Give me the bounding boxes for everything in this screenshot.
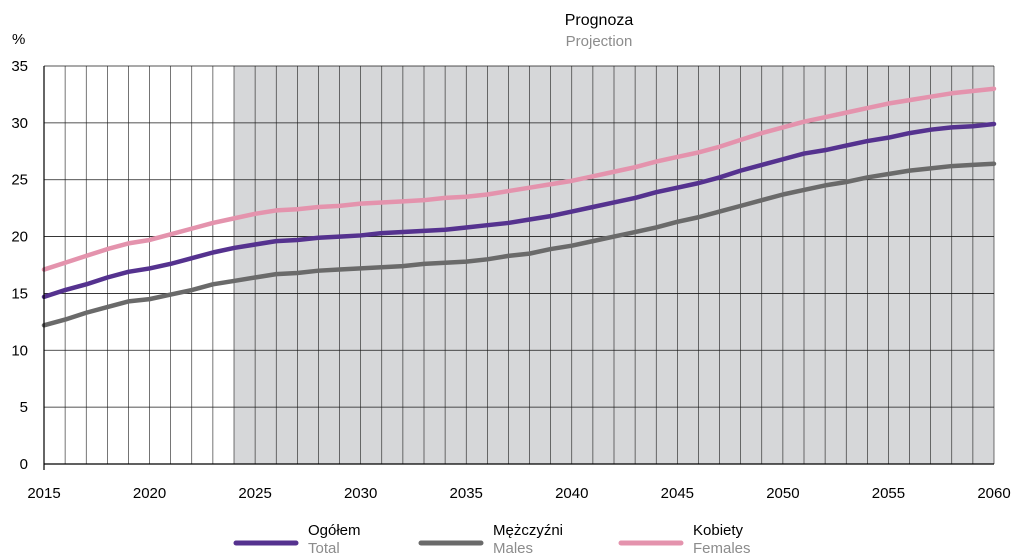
x-tick-label: 2050 <box>766 485 799 502</box>
legend-label-english: Females <box>693 540 751 556</box>
legend-label-english: Total <box>308 540 340 556</box>
projection-title: Prognoza <box>565 12 634 29</box>
vertical-gridlines <box>43 66 995 464</box>
x-tick-labels: 2015 2020 2025 2030 2035 2040 2045 2050 2055 2060 <box>27 485 1010 502</box>
y-tick-label: 0 <box>20 456 28 473</box>
y-tick-label: 20 <box>11 229 28 246</box>
x-tick-label: 2060 <box>977 485 1010 502</box>
y-tick-label: 10 <box>11 342 28 359</box>
x-tick-label: 2035 <box>450 485 483 502</box>
y-tick-label: 30 <box>11 115 28 132</box>
x-tick-label: 2045 <box>661 485 694 502</box>
y-tick-labels: 0 5 10 15 20 25 30 35 <box>11 58 28 473</box>
legend-label: Kobiety <box>693 522 744 539</box>
legend-label: Mężczyźni <box>493 522 563 539</box>
projection-subtitle: Projection <box>566 33 633 50</box>
series-lines <box>41 86 997 328</box>
x-tick-label: 2015 <box>27 485 60 502</box>
axes <box>43 66 994 470</box>
y-tick-label: 5 <box>20 399 28 416</box>
x-tick-label: 2030 <box>344 485 377 502</box>
legend-label: Ogółem <box>308 522 361 539</box>
y-axis-label: % <box>12 31 25 48</box>
x-tick-label: 2020 <box>133 485 166 502</box>
series-line-males <box>41 161 997 328</box>
y-tick-label: 35 <box>11 58 28 75</box>
series-line-females <box>41 86 997 272</box>
series-line-total <box>41 121 997 300</box>
legend-label-english: Males <box>493 540 533 556</box>
x-tick-label: 2040 <box>555 485 588 502</box>
y-tick-label: 25 <box>11 172 28 189</box>
x-tick-label: 2055 <box>872 485 905 502</box>
y-tick-label: 15 <box>11 285 28 302</box>
x-tick-label: 2025 <box>238 485 271 502</box>
